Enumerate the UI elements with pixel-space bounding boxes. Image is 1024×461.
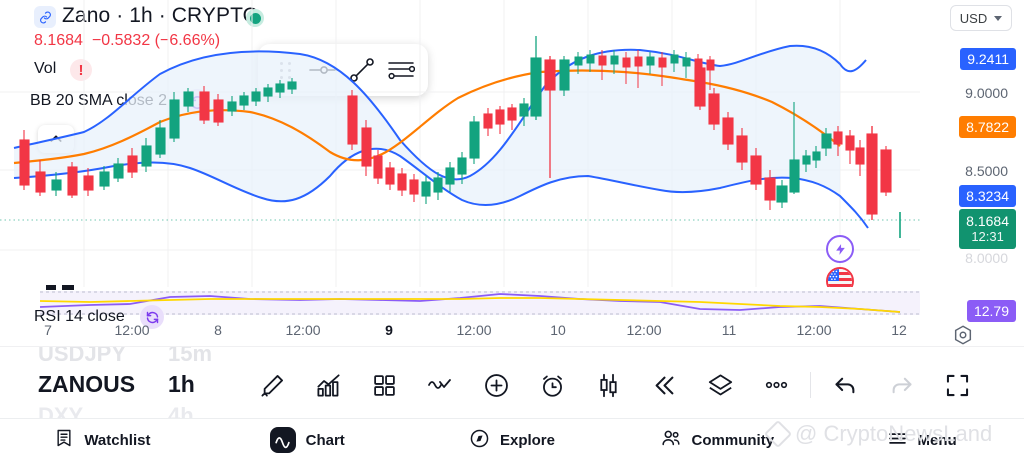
- chart-wave-icon: [269, 427, 296, 453]
- time-tick: 10: [550, 322, 566, 338]
- symbol-row-next[interactable]: DXY 4h: [38, 403, 194, 420]
- rewind-button[interactable]: [636, 357, 692, 413]
- time-tick: 12:00: [285, 322, 321, 338]
- price-axis[interactable]: 9.0000 8.5000 9.2411 8.7822 8.3234 8.168…: [920, 0, 1024, 322]
- currency-select[interactable]: USD: [950, 5, 1012, 31]
- chart-type-button[interactable]: [300, 357, 356, 413]
- last-price-time: 12:31: [971, 228, 1004, 244]
- time-tick: 12:00: [796, 322, 832, 338]
- timeframe-label: 1h: [168, 371, 195, 397]
- symbol-row-previous[interactable]: USDJPY 15m: [38, 346, 212, 367]
- lower-band-price-pill: 8.3234: [959, 185, 1016, 207]
- last-price-value: 8.1684: [966, 212, 1009, 229]
- price-change: −0.5832 (−6.66%): [91, 32, 221, 49]
- time-tick: 12: [891, 322, 907, 338]
- page-title[interactable]: Zano · 1h · CRYPTO: [62, 4, 260, 27]
- sidebar-item-menu[interactable]: Menu: [819, 428, 1024, 453]
- sidebar-item-watchlist[interactable]: Watchlist: [0, 428, 205, 452]
- toolbar-divider: [810, 372, 811, 398]
- time-tick: 12:00: [626, 322, 662, 338]
- link-symbol-icon: [34, 6, 56, 28]
- fullscreen-button[interactable]: [929, 357, 985, 413]
- time-tick-current: 9: [385, 322, 393, 338]
- redo-button[interactable]: [873, 357, 929, 413]
- time-axis[interactable]: 7 12:00 8 12:00 9 12:00 10 12:00 11 12:0…: [0, 322, 920, 348]
- symbol-label: DXY: [38, 403, 84, 420]
- rsi-subchart-canvas[interactable]: [0, 285, 920, 325]
- undo-button[interactable]: [817, 357, 873, 413]
- price-chart-canvas[interactable]: [0, 0, 920, 310]
- line-settings-icon[interactable]: [384, 50, 419, 90]
- timezone-settings-icon[interactable]: [952, 324, 974, 351]
- price-tick-85: 8.5000: [965, 163, 1008, 179]
- sma-price-pill: 8.7822: [959, 116, 1016, 138]
- chart-toolbar: [0, 356, 1024, 414]
- currency-value: USD: [959, 10, 988, 26]
- trend-line-tool-icon[interactable]: [345, 50, 380, 90]
- indicators-button[interactable]: [412, 357, 468, 413]
- timeframe-label: 15m: [168, 346, 213, 366]
- nav-label: Explore: [499, 431, 555, 449]
- nav-label: Community: [691, 431, 775, 449]
- rsi-legend-label[interactable]: RSI 14 close: [34, 308, 125, 325]
- volume-warning-icon[interactable]: !: [70, 59, 92, 81]
- economic-event-bolt-badge[interactable]: [826, 235, 854, 263]
- more-button[interactable]: [748, 357, 804, 413]
- symbol-timeframe-scroller[interactable]: USDJPY 15m ZANOUS 1h DXY 4h: [0, 346, 1024, 420]
- price-tick-9: 9.0000: [965, 85, 1008, 101]
- market-open-dot: [246, 9, 264, 27]
- list-icon: [54, 428, 74, 452]
- timeframe-label: 4h: [168, 403, 194, 420]
- time-tick: 7: [44, 322, 52, 338]
- sidebar-item-explore[interactable]: Explore: [410, 428, 615, 453]
- compass-icon: [469, 428, 490, 453]
- add-button[interactable]: [468, 357, 524, 413]
- time-tick: 11: [721, 322, 737, 338]
- nav-label: Chart: [305, 431, 345, 449]
- quote-line: 8.1684 −0.5832 (−6.66%): [34, 32, 220, 50]
- sidebar-item-chart[interactable]: Chart: [205, 427, 410, 453]
- time-tick: 8: [214, 322, 222, 338]
- time-tick: 12:00: [114, 322, 150, 338]
- draw-tools-button[interactable]: [244, 357, 300, 413]
- last-price-pill: 8.1684 12:31: [959, 209, 1016, 249]
- time-tick: 12:00: [456, 322, 492, 338]
- templates-button[interactable]: [356, 357, 412, 413]
- candlestick-series: [19, 36, 901, 238]
- symbol-label: USDJPY: [38, 346, 127, 366]
- nav-label: Menu: [917, 431, 957, 449]
- layers-button[interactable]: [692, 357, 748, 413]
- symbol-label: ZANOUS: [38, 371, 136, 397]
- volume-legend-label[interactable]: Vol: [34, 60, 57, 77]
- nav-label: Watchlist: [84, 431, 151, 449]
- hamburger-icon: [887, 428, 908, 453]
- sidebar-item-community[interactable]: Community: [614, 427, 819, 453]
- chevron-down-icon: [994, 15, 1003, 21]
- last-price: 8.1684: [34, 32, 83, 49]
- rsi-value-pill: 12.79: [966, 300, 1016, 322]
- people-icon: [660, 427, 682, 453]
- upper-band-price-pill: 9.2411: [960, 48, 1016, 70]
- bar-replay-button[interactable]: [580, 357, 636, 413]
- symbol-row-active[interactable]: ZANOUS 1h: [38, 371, 195, 398]
- bottom-navigation: Watchlist Chart Explore Community: [0, 418, 1024, 461]
- rsi-refresh-icon[interactable]: [140, 305, 164, 329]
- price-tick-obscured: 8.0000: [965, 250, 1008, 266]
- alerts-button[interactable]: [524, 357, 580, 413]
